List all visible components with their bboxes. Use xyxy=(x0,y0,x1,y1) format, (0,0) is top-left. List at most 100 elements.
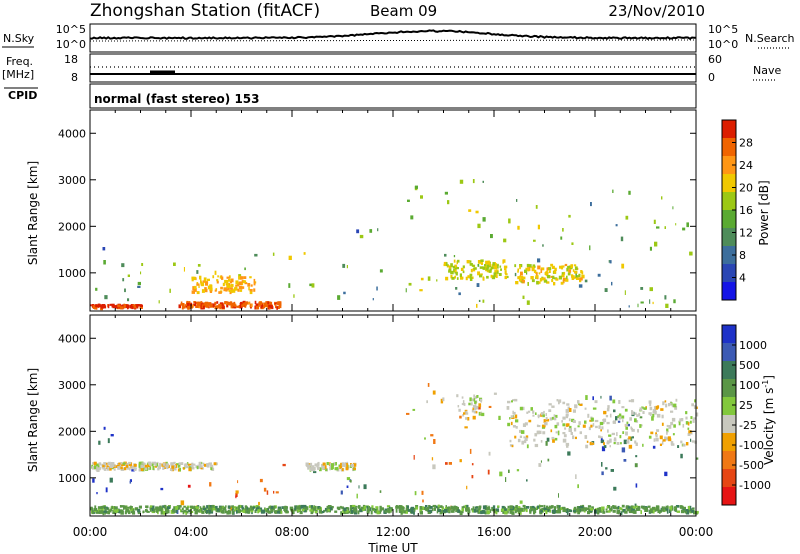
velocity-cell xyxy=(488,451,491,456)
velocity-band-cell xyxy=(352,504,356,507)
power-band-cell xyxy=(228,290,232,292)
velocity-band-cell xyxy=(528,419,532,423)
velocity-band-cell xyxy=(587,505,592,508)
velocity-band-cell xyxy=(133,465,136,470)
velocity-band-cell xyxy=(329,507,333,511)
velocity-band-cell xyxy=(334,467,337,471)
velocity-band-cell xyxy=(650,431,654,435)
power-band-cell xyxy=(274,302,277,305)
power-band-cell xyxy=(204,288,208,293)
velocity-band-cell xyxy=(296,506,299,510)
power-band-cell xyxy=(525,267,529,271)
velocity-band-cell xyxy=(671,404,674,408)
velocity-band-cell xyxy=(507,400,511,404)
velocity-band-cell xyxy=(350,463,354,468)
velocity-band-cell xyxy=(565,509,568,513)
velocity-band-cell xyxy=(478,411,482,416)
velocity-cell xyxy=(266,490,269,495)
velocity-band-cell xyxy=(473,509,477,513)
velocity-band-cell xyxy=(678,421,681,426)
velocity-band-cell xyxy=(199,506,202,510)
velocity-band-cell xyxy=(97,508,100,512)
power-band-cell xyxy=(241,303,245,307)
velocity-band-cell xyxy=(665,403,668,408)
power-band-cell xyxy=(103,305,107,309)
power-band-cell xyxy=(479,266,483,269)
velocity-band-cell xyxy=(371,505,374,509)
velocity-band-cell xyxy=(147,463,151,468)
velocity-band-cell xyxy=(620,442,622,445)
power-band-cell xyxy=(249,289,253,292)
velocity-band-cell xyxy=(652,410,655,414)
velocity-band-cell xyxy=(198,461,202,465)
power-colorbar-swatch xyxy=(722,282,736,301)
velocity-band-cell xyxy=(211,467,215,471)
velocity-band-cell xyxy=(255,507,259,511)
power-band-cell xyxy=(229,287,233,290)
date-label: 23/Nov/2010 xyxy=(608,2,705,20)
velocity-band-cell xyxy=(670,410,674,413)
velocity-band-cell xyxy=(471,409,474,413)
power-band-cell xyxy=(205,281,208,286)
velocity-band-cell xyxy=(152,466,155,470)
velocity-band-cell xyxy=(478,403,482,408)
power-band-cell xyxy=(517,270,519,273)
velocity-band-cell xyxy=(186,505,190,508)
power-band-cell xyxy=(241,286,245,289)
velocity-band-cell xyxy=(627,506,630,509)
velocity-band-cell xyxy=(602,509,605,513)
velocity-band-cell xyxy=(482,510,486,514)
velocity-band-cell xyxy=(231,510,234,515)
power-band-cell xyxy=(226,283,230,286)
velocity-band-cell xyxy=(179,467,181,472)
velocity-band-cell xyxy=(656,429,660,432)
time-axis: 00:00 04:00 08:00 12:00 16:00 20:00 00:00 xyxy=(73,525,714,539)
power-band-cell xyxy=(485,260,489,265)
power-band-cell xyxy=(204,301,209,305)
power-band-cell xyxy=(518,278,522,282)
velocity-band-cell xyxy=(194,511,198,515)
velocity-band-cell xyxy=(164,506,168,510)
velocity-band-cell xyxy=(537,505,540,508)
velocity-band-cell xyxy=(685,421,689,425)
power-cell xyxy=(490,234,493,239)
velocity-band-cell xyxy=(206,464,210,468)
power-band-cell xyxy=(218,291,222,294)
power-colorbar-swatch xyxy=(722,192,736,211)
velocity-band-cell xyxy=(175,506,179,510)
velocity-band-cell xyxy=(102,511,105,516)
power-cbar-tick-label: 12 xyxy=(739,227,753,240)
power-band-cell xyxy=(239,305,243,309)
velocity-band-cell xyxy=(225,505,227,508)
velocity-band-cell xyxy=(119,464,122,468)
velocity-band-cell xyxy=(655,505,660,510)
velocity-band-cell xyxy=(554,424,558,429)
velocity-band-cell xyxy=(626,507,629,512)
power-cell xyxy=(476,283,480,287)
power-band-cell xyxy=(120,306,124,310)
velocity-band-cell xyxy=(625,431,628,436)
velocity-band-cell xyxy=(211,504,215,508)
velocity-band-cell xyxy=(277,510,280,514)
power-band-cell xyxy=(97,303,101,306)
velocity-band-cell xyxy=(294,506,296,510)
power-band-cell xyxy=(477,271,480,276)
power-band-cell xyxy=(570,264,573,268)
power-band-cell xyxy=(561,272,564,276)
velocity-cell xyxy=(634,463,638,468)
velocity-band-cell xyxy=(666,430,668,435)
velocity-band-cell xyxy=(400,506,403,510)
velocity-cell xyxy=(187,484,191,488)
power-band-cell xyxy=(485,265,488,269)
power-band-cell xyxy=(95,304,97,308)
power-band-cell xyxy=(522,276,526,280)
time-tick-label: 00:00 xyxy=(679,525,714,539)
velocity-band-cell xyxy=(123,467,127,471)
velocity-band-cell xyxy=(259,507,263,512)
velocity-band-cell xyxy=(376,509,379,512)
power-band-cell xyxy=(237,288,240,292)
power-band-cell xyxy=(234,304,237,308)
velocity-band-cell xyxy=(171,465,175,469)
power-band-cell xyxy=(211,303,215,307)
power-band-cell xyxy=(560,266,564,270)
